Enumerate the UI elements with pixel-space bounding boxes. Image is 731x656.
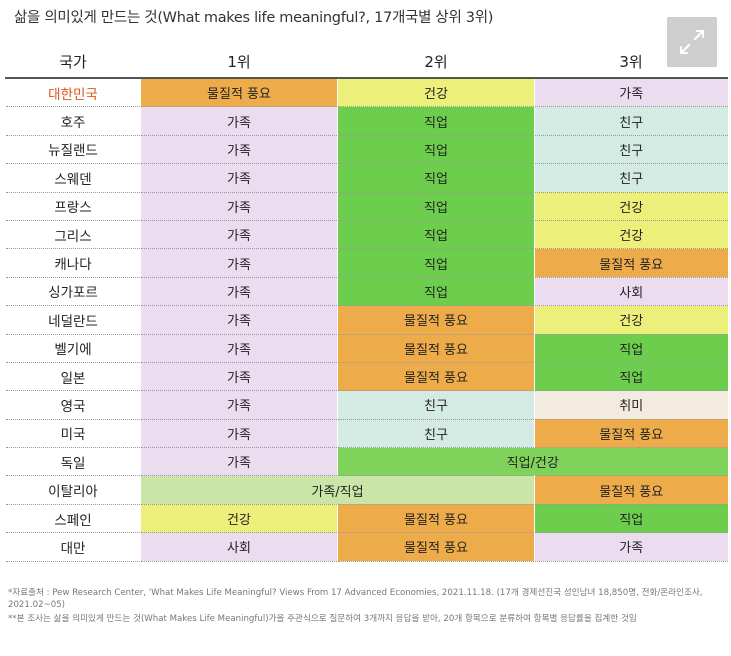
header-country: 국가 [5,46,141,79]
country-cell: 이탈리아 [5,475,141,505]
table-row: 벨기에 가족 물질적 풍요 직업 [5,334,728,363]
country-cell: 대한민국 [5,78,141,108]
rank-cell: 건강 [534,305,728,335]
rank-cell: 친구 [534,163,728,193]
country-cell: 프랑스 [5,192,141,221]
rank-cell: 친구 [337,390,535,420]
rank-cell: 직업 [534,362,728,392]
country-cell: 뉴질랜드 [5,135,141,165]
rank-cell: 가족 [140,362,338,392]
rank-cell: 물질적 풍요 [337,334,535,363]
table-row: 캐나다 가족 직업 물질적 풍요 [5,248,728,278]
source-note: *자료출처 : Pew Research Center, 'What Makes… [8,588,703,610]
table-header-row: 국가 1위 2위 3위 [5,46,728,79]
rank-cell: 건강 [534,192,728,221]
rank-cell: 사회 [534,277,728,307]
country-cell: 스페인 [5,504,141,534]
rank-cell: 가족 [140,163,338,193]
rank-cell: 직업 [337,192,535,221]
country-cell: 싱가포르 [5,277,141,307]
table-row: 영국 가족 친구 취미 [5,390,728,420]
country-cell: 네덜란드 [5,305,141,335]
rank-cell: 직업/건강 [337,447,728,477]
rank-cell: 취미 [534,390,728,420]
rank-cell: 직업 [337,135,535,165]
rank-cell: 직업 [534,334,728,363]
rank-cell: 물질적 풍요 [337,504,535,534]
rank-cell: 친구 [534,106,728,136]
rank-cell: 물질적 풍요 [140,78,338,108]
table-body: 대한민국 물질적 풍요 건강 가족 호주 가족 직업 친구 뉴질랜드 가족 직업 친구 스웨덴 가족 직업 친… [5,78,728,562]
rank-cell: 가족 [140,305,338,335]
rank-cell: 가족 [140,135,338,165]
country-cell: 일본 [5,362,141,392]
rank-cell: 건강 [337,78,535,108]
rank-cell: 직업 [337,163,535,193]
table-row: 그리스 가족 직업 건강 [5,220,728,250]
table-row: 호주 가족 직업 친구 [5,106,728,136]
country-cell: 캐나다 [5,248,141,278]
rank-cell: 가족 [140,277,338,307]
table-row: 미국 가족 친구 물질적 풍요 [5,419,728,449]
table-row: 대한민국 물질적 풍요 건강 가족 [5,78,728,108]
ranking-table: 국가 1위 2위 3위 대한민국 물질적 풍요 건강 가족 호주 가족 직업 친구 뉴질랜드 가족… [5,46,728,562]
table-row: 뉴질랜드 가족 직업 친구 [5,135,728,165]
table-row: 독일 가족 직업/건강 [5,447,728,477]
rank-cell: 가족 [140,192,338,221]
table-row: 이탈리아 가족/직업 물질적 풍요 [5,475,728,505]
table-row: 프랑스 가족 직업 건강 [5,192,728,221]
header-rank1: 1위 [140,46,338,79]
rank-cell: 직업 [337,106,535,136]
page-title: 삶을 의미있게 만드는 것(What makes life meaningful… [14,10,494,26]
rank-cell: 물질적 풍요 [337,362,535,392]
rank-cell: 가족 [140,390,338,420]
table-row: 대만 사회 물질적 풍요 가족 [5,532,728,562]
rank-cell: 물질적 풍요 [534,475,728,505]
rank-cell: 직업 [337,220,535,250]
country-cell: 독일 [5,447,141,477]
rank-cell: 가족 [140,447,338,477]
rank-cell: 직업 [337,248,535,278]
rank-cell: 가족 [140,106,338,136]
table-row: 네덜란드 가족 물질적 풍요 건강 [5,305,728,335]
header-rank2: 2위 [337,46,535,79]
rank-cell: 친구 [534,135,728,165]
footnotes: *자료출처 : Pew Research Center, 'What Makes… [8,588,723,629]
rank-cell: 물질적 풍요 [534,248,728,278]
country-cell: 호주 [5,106,141,136]
country-cell: 대만 [5,532,141,562]
method-note: **본 조사는 삶을 의미있게 만드는 것(What Makes Life Me… [8,614,637,624]
rank-cell: 가족/직업 [140,475,535,505]
country-cell: 영국 [5,390,141,420]
country-cell: 미국 [5,419,141,449]
table-row: 일본 가족 물질적 풍요 직업 [5,362,728,392]
table-row: 싱가포르 가족 직업 사회 [5,277,728,307]
rank-cell: 직업 [337,277,535,307]
rank-cell: 물질적 풍요 [337,305,535,335]
rank-cell: 가족 [140,334,338,363]
rank-cell: 가족 [140,248,338,278]
table-row: 스페인 건강 물질적 풍요 직업 [5,504,728,534]
country-cell: 벨기에 [5,334,141,363]
table-row: 스웨덴 가족 직업 친구 [5,163,728,193]
rank-cell: 친구 [337,419,535,449]
country-cell: 그리스 [5,220,141,250]
rank-cell: 직업 [534,504,728,534]
rank-cell: 사회 [140,532,338,562]
rank-cell: 가족 [534,532,728,562]
rank-cell: 가족 [140,419,338,449]
header-rank3: 3위 [534,46,728,79]
rank-cell: 물질적 풍요 [337,532,535,562]
country-cell: 스웨덴 [5,163,141,193]
rank-cell: 가족 [534,78,728,108]
rank-cell: 가족 [140,220,338,250]
rank-cell: 물질적 풍요 [534,419,728,449]
rank-cell: 건강 [140,504,338,534]
rank-cell: 건강 [534,220,728,250]
